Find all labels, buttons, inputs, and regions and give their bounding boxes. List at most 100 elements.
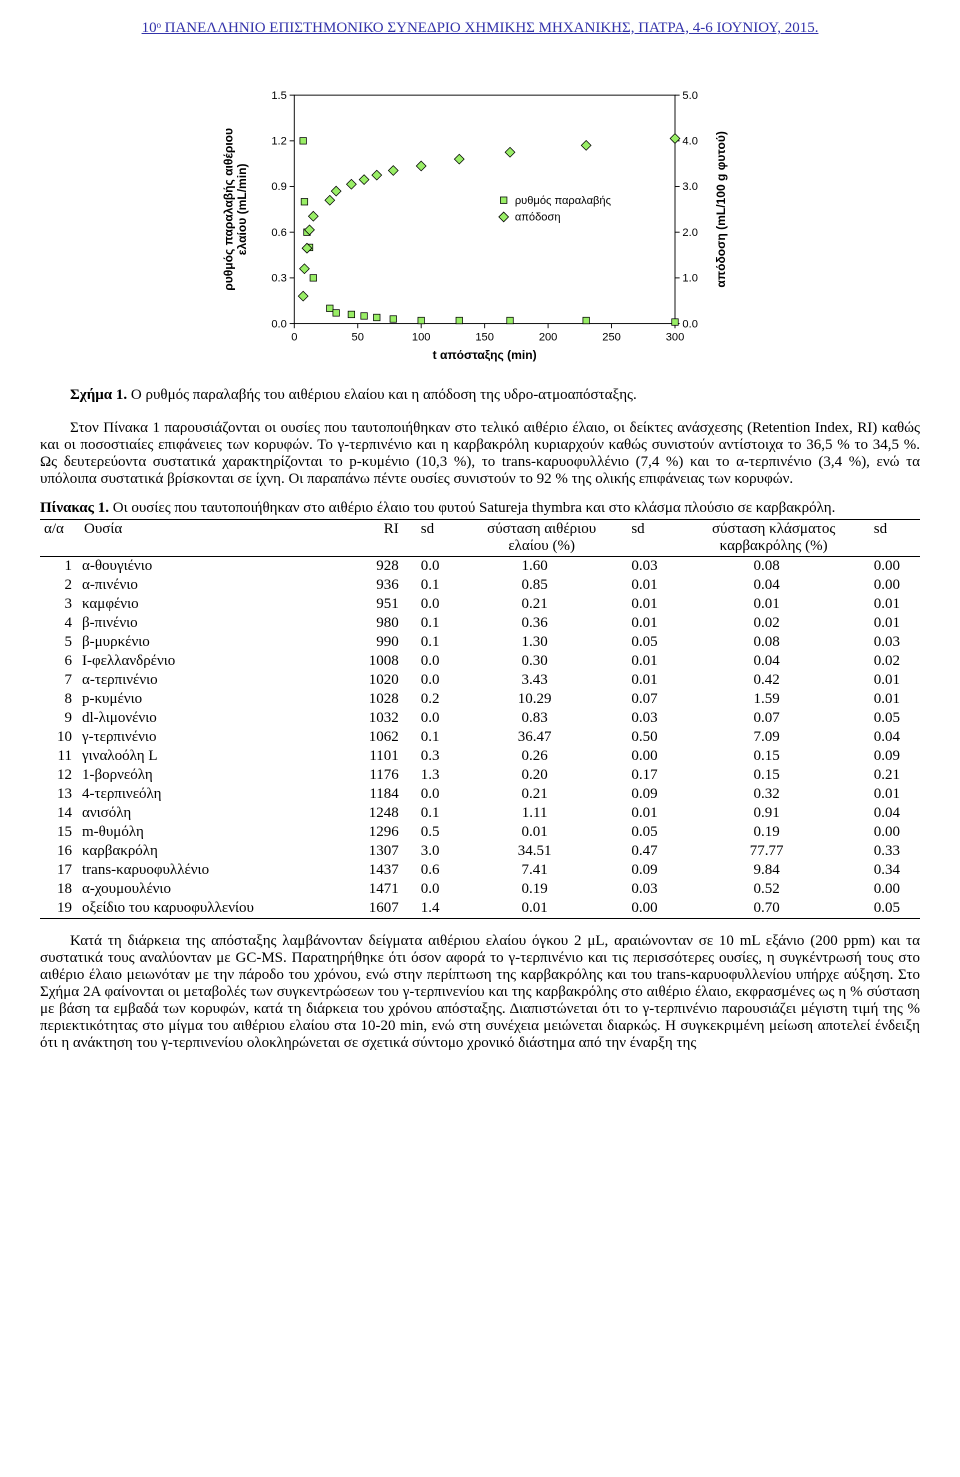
table-cell: 0.01 [677,595,869,614]
table-cell: 0.01 [870,595,920,614]
table-cell: 19 [40,899,80,919]
table-cell: 0.52 [677,880,869,899]
table-cell: 3.43 [456,671,627,690]
svg-text:1.5: 1.5 [271,90,286,102]
table-cell: 0.1 [417,576,456,595]
svg-text:50: 50 [352,331,364,343]
table-cell: 928 [341,557,417,577]
table-cell: 0.47 [627,842,677,861]
table-cell: 0.83 [456,709,627,728]
table-cell: 1.11 [456,804,627,823]
table-1-title: Πίνακας 1. Οι ουσίες που ταυτοποιήθηκαν … [40,500,920,517]
table-cell: 0.05 [627,633,677,652]
table-cell: 1.3 [417,766,456,785]
table-cell: 1184 [341,785,417,804]
table-cell: 1028 [341,690,417,709]
table-cell: 0.08 [677,633,869,652]
table-cell: 0.19 [456,880,627,899]
table-row: 18α-χουμουλένιο14710.00.190.030.520.00 [40,880,920,899]
table-cell: 0.1 [417,614,456,633]
table-cell: 0.70 [677,899,869,919]
table-cell: 0.09 [627,785,677,804]
table-cell: 0.04 [870,728,920,747]
table-row: 8p-κυμένιο10280.210.290.071.590.01 [40,690,920,709]
table-cell: 0.00 [870,557,920,577]
col-idx: α/α [40,520,80,557]
svg-text:t απόσταξης (min): t απόσταξης (min) [433,348,537,362]
table-cell: 0.26 [456,747,627,766]
table-cell: 0.85 [456,576,627,595]
svg-text:0.6: 0.6 [271,227,286,239]
table-row: 9dl-λιμονένιο10320.00.830.030.070.05 [40,709,920,728]
table-cell: 990 [341,633,417,652]
table-cell: 17 [40,861,80,880]
table-cell: 0.01 [870,690,920,709]
table-cell: dl-λιμονένιο [80,709,341,728]
svg-text:150: 150 [475,331,494,343]
table-cell: 7.41 [456,861,627,880]
svg-text:απόδοση: απόδοση [515,212,561,224]
col-comp2: σύσταση κλάσματοςκαρβακρόλης (%) [677,520,869,557]
table-cell: 77.77 [677,842,869,861]
table-cell: 0.3 [417,747,456,766]
table-cell: 0.01 [627,576,677,595]
table-cell: 0.00 [627,747,677,766]
table-cell: 0.32 [677,785,869,804]
table-cell: α-θουγιένιο [80,557,341,577]
table-cell: β-πινένιο [80,614,341,633]
table-cell: 0.1 [417,633,456,652]
table-row: 15m-θυμόλη12960.50.010.050.190.00 [40,823,920,842]
table-1-title-text: Οι ουσίες που ταυτοποιήθηκαν στο αιθέριο… [109,500,835,516]
table-cell: 3 [40,595,80,614]
table-cell: 1176 [341,766,417,785]
table-row: 6I-φελλανδρένιο10080.00.300.010.040.02 [40,652,920,671]
table-cell: 0.08 [677,557,869,577]
table-cell: 0.01 [627,614,677,633]
table-cell: 0.04 [677,576,869,595]
table-row: 19οξείδιο του καρυοφυλλενίου16071.40.010… [40,899,920,919]
table-cell: α-πινένιο [80,576,341,595]
table-cell: α-χουμουλένιο [80,880,341,899]
table-cell: 0.1 [417,728,456,747]
table-cell: 3.0 [417,842,456,861]
table-cell: 0.05 [627,823,677,842]
svg-text:5.0: 5.0 [682,90,697,102]
table-cell: p-κυμένιο [80,690,341,709]
col-ri: RI [341,520,417,557]
table-cell: 0.0 [417,709,456,728]
table-cell: 0.09 [627,861,677,880]
table-cell: 1.4 [417,899,456,919]
table-cell: 1008 [341,652,417,671]
table-cell: 0.17 [627,766,677,785]
table-row: 3καμφένιο9510.00.210.010.010.01 [40,595,920,614]
paragraph-2: Κατά τη διάρκεια της απόσταξης λαμβάνοντ… [40,933,920,1052]
table-cell: 0.91 [677,804,869,823]
table-cell: 0.20 [456,766,627,785]
table-cell: α-τερπινένιο [80,671,341,690]
table-cell: 0.01 [627,804,677,823]
table-cell: γ-τερπινένιο [80,728,341,747]
table-cell: 1032 [341,709,417,728]
table-row: 121-βορνεόλη11761.30.200.170.150.21 [40,766,920,785]
table-cell: 1607 [341,899,417,919]
table-cell: 12 [40,766,80,785]
table-cell: 6 [40,652,80,671]
table-cell: καρβακρόλη [80,842,341,861]
svg-text:0.3: 0.3 [271,273,286,285]
table-cell: 0.0 [417,785,456,804]
table-row: 14ανισόλη12480.11.110.010.910.04 [40,804,920,823]
table-row: 2α-πινένιο9360.10.850.010.040.00 [40,576,920,595]
table-row: 17trans-καρυοφυλλένιο14370.67.410.099.84… [40,861,920,880]
col-sd3: sd [870,520,920,557]
table-cell: 0.01 [456,899,627,919]
table-cell: 0.00 [870,880,920,899]
table-cell: 11 [40,747,80,766]
table-cell: 0.07 [627,690,677,709]
svg-text:ρυθμός παραλαβής: ρυθμός παραλαβής [515,195,612,207]
table-row: 5β-μυρκένιο9900.11.300.050.080.03 [40,633,920,652]
table-cell: καμφένιο [80,595,341,614]
table-cell: I-φελλανδρένιο [80,652,341,671]
svg-text:ρυθμός παραλαβής αιθέριουελαίο: ρυθμός παραλαβής αιθέριουελαίου (mL/min) [222,128,249,291]
table-cell: 0.03 [627,880,677,899]
table-cell: 951 [341,595,417,614]
